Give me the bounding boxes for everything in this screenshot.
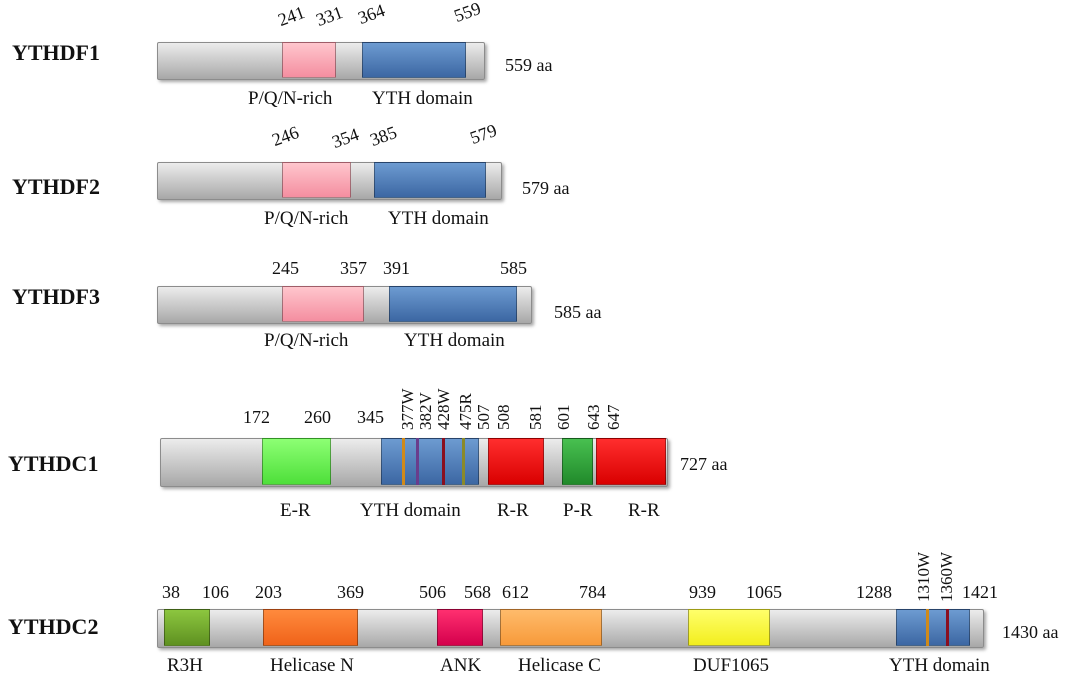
mutation-label: 377W <box>398 388 417 430</box>
position-label: 784 <box>579 582 606 602</box>
position-label: 579 <box>467 120 500 149</box>
pqn-rich-domain <box>282 162 351 198</box>
position-label: 1421 <box>962 582 998 602</box>
duf1065-domain <box>688 609 770 646</box>
position-label: 38 <box>162 582 180 602</box>
mutation-label: 1360W <box>937 551 956 602</box>
protein-name: YTHDF3 <box>12 284 100 309</box>
domain-label: DUF1065 <box>693 655 770 676</box>
protein-length: 585 aa <box>554 302 602 322</box>
domain-label: YTH domain <box>889 655 990 676</box>
domain-label: P/Q/N-rich <box>264 330 349 351</box>
mutation-label: 428W <box>434 388 453 430</box>
position-label: 506 <box>419 582 446 602</box>
protein-name: YTHDC2 <box>8 614 99 639</box>
position-label: 203 <box>255 582 282 602</box>
mutation-475r-marker <box>462 438 465 485</box>
mutation-428w-marker <box>442 438 445 485</box>
protein-ythdf1: YTHDF1 241 331 364 559 P/Q/N-rich YTH do… <box>0 0 1078 109</box>
helicase-c-domain <box>500 609 602 646</box>
domain-label: YTH domain <box>372 88 473 109</box>
domain-label: R-R <box>497 500 529 521</box>
position-label: 559 <box>451 0 484 27</box>
protein-length: 1430 aa <box>1002 622 1059 642</box>
domain-label: E-R <box>280 500 311 521</box>
mutation-1360w-marker <box>946 609 949 646</box>
position-label: 1065 <box>746 582 782 602</box>
domain-label: R3H <box>167 655 203 676</box>
protein-ythdc1: YTHDC1 172 260 345 377W 382V 428W 475R 5… <box>0 0 1078 521</box>
protein-length: 579 aa <box>522 178 570 198</box>
position-label: 601 <box>554 404 573 431</box>
mutation-label: 1310W <box>914 551 933 602</box>
mutation-377w-marker <box>402 438 405 485</box>
protein-ythdf3: YTHDF3 245 357 391 585 P/Q/N-rich YTH do… <box>0 0 1078 351</box>
position-label: 643 <box>584 404 603 431</box>
pqn-rich-domain <box>282 42 336 78</box>
position-label: 939 <box>689 582 716 602</box>
r-r-domain <box>488 438 544 485</box>
domain-label: YTH domain <box>388 208 489 229</box>
position-label: 391 <box>383 258 410 278</box>
protein-ythdf2: YTHDF2 246 354 385 579 P/Q/N-rich YTH do… <box>0 0 1078 229</box>
position-label: 369 <box>337 582 364 602</box>
domain-label: P/Q/N-rich <box>248 88 333 109</box>
position-label: 585 <box>500 258 527 278</box>
mutation-label: 382V <box>416 392 435 430</box>
position-label: 172 <box>243 407 270 427</box>
position-label: 568 <box>464 582 491 602</box>
yth-domain <box>374 162 486 198</box>
protein-length: 559 aa <box>505 55 553 75</box>
position-label: 385 <box>367 122 400 151</box>
domain-label: Helicase N <box>270 655 354 676</box>
ank-domain <box>437 609 483 646</box>
position-label: 508 <box>494 404 513 431</box>
position-label: 241 <box>275 2 308 31</box>
pqn-rich-domain <box>282 286 364 322</box>
mutation-1310w-marker <box>926 609 929 646</box>
r3h-domain <box>164 609 210 646</box>
protein-name: YTHDF2 <box>12 174 100 199</box>
protein-name: YTHDC1 <box>8 451 99 476</box>
yth-domain <box>389 286 517 322</box>
helicase-n-domain <box>263 609 358 646</box>
position-label: 106 <box>202 582 229 602</box>
position-label: 354 <box>329 124 362 153</box>
position-label: 507 <box>474 404 493 431</box>
position-label: 245 <box>272 258 299 278</box>
position-label: 357 <box>340 258 367 278</box>
position-label: 1288 <box>856 582 892 602</box>
position-label: 260 <box>304 407 331 427</box>
domain-label: R-R <box>628 500 660 521</box>
protein-length: 727 aa <box>680 454 728 474</box>
position-label: 331 <box>313 2 346 31</box>
position-label: 612 <box>502 582 529 602</box>
yth-domain <box>362 42 466 78</box>
protein-name: YTHDF1 <box>12 40 100 65</box>
position-label: 581 <box>526 404 545 431</box>
domain-label: YTH domain <box>404 330 505 351</box>
domain-label: P-R <box>563 500 593 521</box>
domain-label: P/Q/N-rich <box>264 208 349 229</box>
domain-label: ANK <box>440 655 482 676</box>
r-r-domain <box>596 438 666 485</box>
p-r-domain <box>562 438 593 485</box>
e-r-domain <box>262 438 331 485</box>
position-label: 246 <box>269 122 302 151</box>
mutation-382v-marker <box>416 438 419 485</box>
yth-domain <box>896 609 970 646</box>
mutation-label: 475R <box>456 393 475 430</box>
position-label: 647 <box>604 404 623 431</box>
domain-label: Helicase C <box>518 655 601 676</box>
position-label: 364 <box>355 0 388 29</box>
position-label: 345 <box>357 407 384 427</box>
domain-label: YTH domain <box>360 500 461 521</box>
